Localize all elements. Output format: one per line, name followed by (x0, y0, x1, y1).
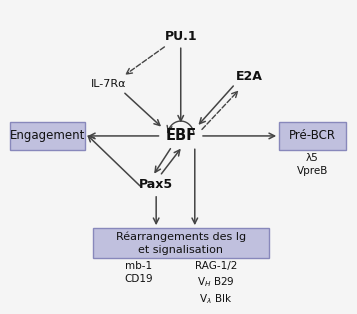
Text: E2A: E2A (236, 70, 263, 83)
FancyBboxPatch shape (93, 228, 268, 258)
FancyBboxPatch shape (10, 122, 85, 150)
Text: RAG-1/2
V$_H$ B29
V$_λ$ Blk: RAG-1/2 V$_H$ B29 V$_λ$ Blk (195, 261, 237, 306)
Text: Pré-BCR: Pré-BCR (289, 129, 336, 143)
Text: Réarrangements des Ig
et signalisation: Réarrangements des Ig et signalisation (116, 231, 246, 255)
Text: λ5
VpreB: λ5 VpreB (297, 153, 328, 176)
Text: IL-7Rα: IL-7Rα (91, 79, 126, 89)
FancyBboxPatch shape (279, 122, 346, 150)
Text: PU.1: PU.1 (165, 30, 197, 43)
Text: mb-1
CD19: mb-1 CD19 (124, 261, 153, 284)
Text: Pax5: Pax5 (139, 178, 173, 192)
Text: Engagement: Engagement (10, 129, 85, 143)
Text: EBF: EBF (165, 128, 196, 143)
